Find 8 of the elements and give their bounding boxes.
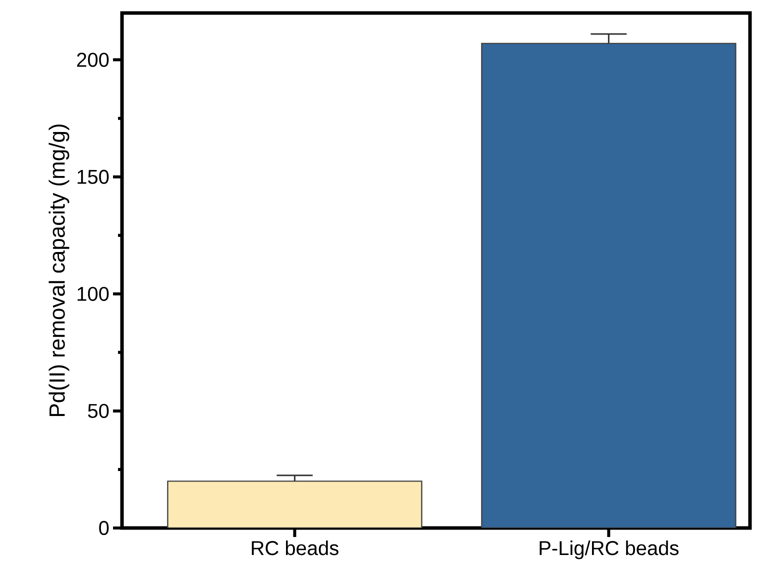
x-tick-label: P-Lig/RC beads — [540, 540, 679, 560]
y-tick-label: 0 — [99, 520, 109, 536]
y-tick-label: 100 — [78, 286, 109, 301]
y-tick-label: 50 — [88, 404, 109, 418]
x-tick-label: RC beads — [252, 540, 338, 556]
y-tick-label: 200 — [77, 52, 109, 67]
y-tick-label: 150 — [78, 170, 109, 184]
y-axis-title: Pd(II) removal capacity (mg/g) — [48, 124, 70, 416]
